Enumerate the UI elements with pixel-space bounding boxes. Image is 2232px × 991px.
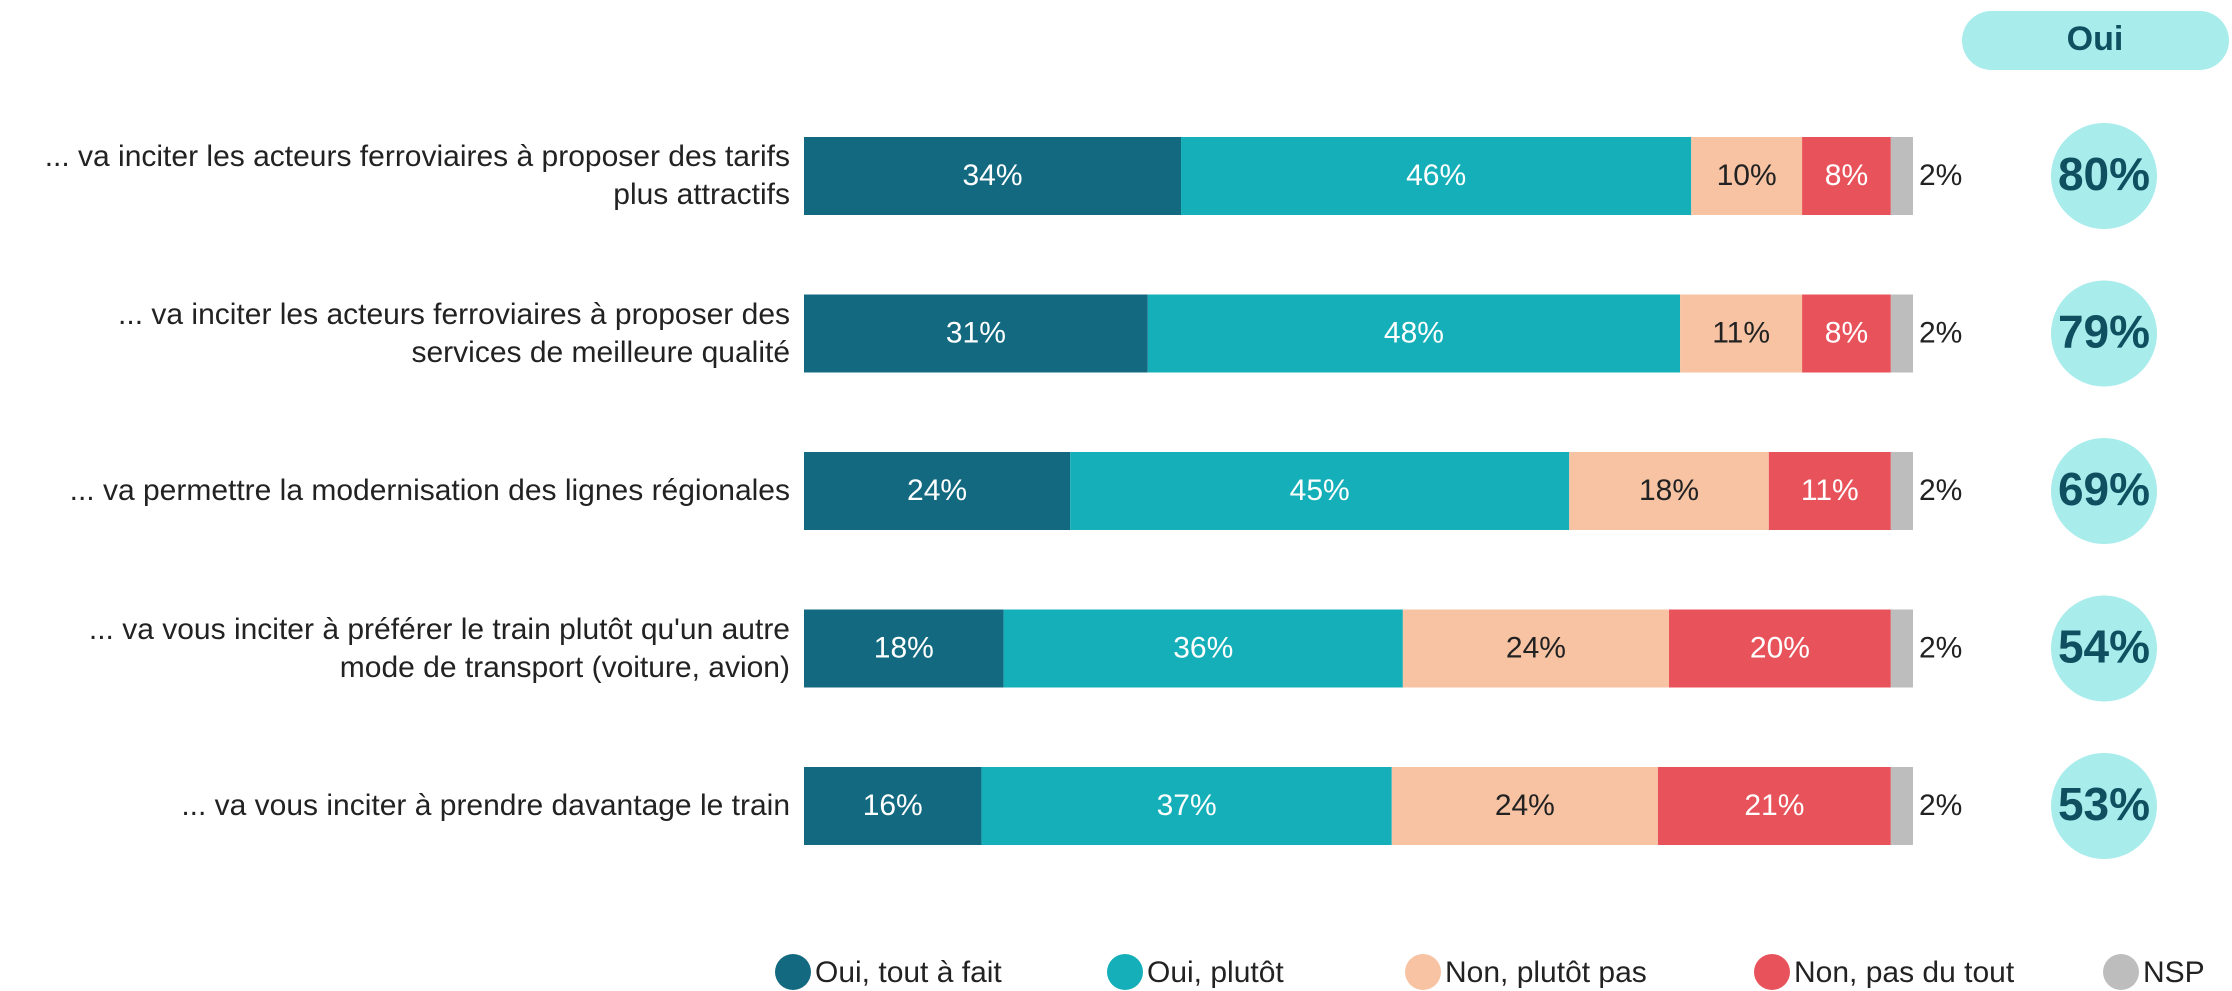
bar-segment: [804, 294, 1148, 373]
category-label: ... va permettre la modernisation des li…: [69, 474, 790, 507]
total-label: 79%: [2058, 306, 2150, 358]
value-label: 24%: [907, 474, 967, 507]
bar-segment: [1003, 609, 1403, 688]
bar-segment: [1802, 137, 1891, 215]
value-label: 24%: [1495, 789, 1555, 822]
value-label: 2%: [1919, 316, 1962, 349]
bar-segment: [981, 767, 1392, 845]
total-label: 69%: [2058, 463, 2150, 515]
bar-segment: [1890, 609, 1913, 688]
legend-marker: [2103, 954, 2139, 990]
legend-label: NSP: [2143, 956, 2205, 989]
bar-segment: [1657, 767, 1891, 845]
value-label: 8%: [1825, 316, 1868, 349]
bar-segment: [1802, 294, 1891, 373]
category-label: ... va inciter les acteurs ferroviaires …: [44, 140, 790, 211]
bar-segment: [1070, 452, 1570, 530]
bar-segment: [1569, 452, 1769, 530]
bar-segment: [1890, 452, 1913, 530]
bar-segment: [1402, 609, 1670, 688]
legend-label: Non, plutôt pas: [1445, 956, 1647, 989]
value-label: 11%: [1712, 316, 1770, 349]
legend-label: Oui, plutôt: [1147, 956, 1284, 989]
value-label: 18%: [1639, 474, 1699, 507]
legend-marker: [1405, 954, 1441, 990]
total-label: 53%: [2058, 778, 2150, 830]
value-label: 16%: [863, 789, 923, 822]
legend-marker: [775, 954, 811, 990]
bar-segment: [1147, 294, 1681, 373]
value-label: 37%: [1157, 789, 1217, 822]
value-label: 34%: [963, 159, 1023, 192]
value-label: 2%: [1919, 159, 1962, 192]
value-label: 46%: [1406, 159, 1466, 192]
total-circle: [2051, 280, 2157, 387]
value-label: 2%: [1919, 474, 1962, 507]
bar-segment: [1890, 767, 1913, 845]
total-circle: [2051, 595, 2157, 702]
bar-segment: [1890, 137, 1913, 215]
bar-segment: [1768, 452, 1891, 530]
legend-label: Oui, tout à fait: [815, 956, 1002, 989]
bar-segment: [1680, 294, 1803, 373]
value-label: 8%: [1825, 159, 1868, 192]
value-label: 11%: [1801, 474, 1859, 507]
value-label: 36%: [1173, 631, 1233, 664]
value-label: 2%: [1919, 631, 1962, 664]
bar-segment: [1181, 137, 1692, 215]
value-label: 48%: [1384, 316, 1444, 349]
category-label: ... va vous inciter à prendre davantage …: [181, 789, 790, 822]
total-label: 54%: [2058, 621, 2150, 673]
bar-segment: [1691, 137, 1803, 215]
legend-marker: [1107, 954, 1143, 990]
legend-marker: [1754, 954, 1790, 990]
bar-segment: [804, 609, 1004, 688]
category-label: ... va inciter les acteurs ferroviaires …: [118, 297, 790, 369]
total-circle: [2051, 123, 2157, 229]
bar-segment: [804, 767, 982, 845]
value-label: 20%: [1750, 631, 1810, 664]
bar-segment: [1391, 767, 1658, 845]
total-circle: [2051, 438, 2157, 544]
value-label: 24%: [1506, 631, 1566, 664]
legend-label: Non, pas du tout: [1794, 956, 2015, 989]
bar-segment: [804, 452, 1071, 530]
value-label: 10%: [1717, 159, 1777, 192]
value-label: 31%: [946, 316, 1006, 349]
value-label: 45%: [1290, 474, 1350, 507]
bar-segment: [804, 137, 1182, 215]
total-circle: [2051, 753, 2157, 859]
value-label: 21%: [1744, 789, 1804, 822]
bar-segment: [1669, 609, 1891, 688]
total-label: 80%: [2058, 148, 2150, 200]
total-header: Oui: [2067, 20, 2124, 58]
bar-segment: [1890, 294, 1913, 373]
value-label: 18%: [874, 631, 934, 664]
category-label: ... va vous inciter à préférer le train …: [88, 612, 790, 684]
total-header-pill: [1962, 11, 2229, 70]
value-label: 2%: [1919, 789, 1962, 822]
